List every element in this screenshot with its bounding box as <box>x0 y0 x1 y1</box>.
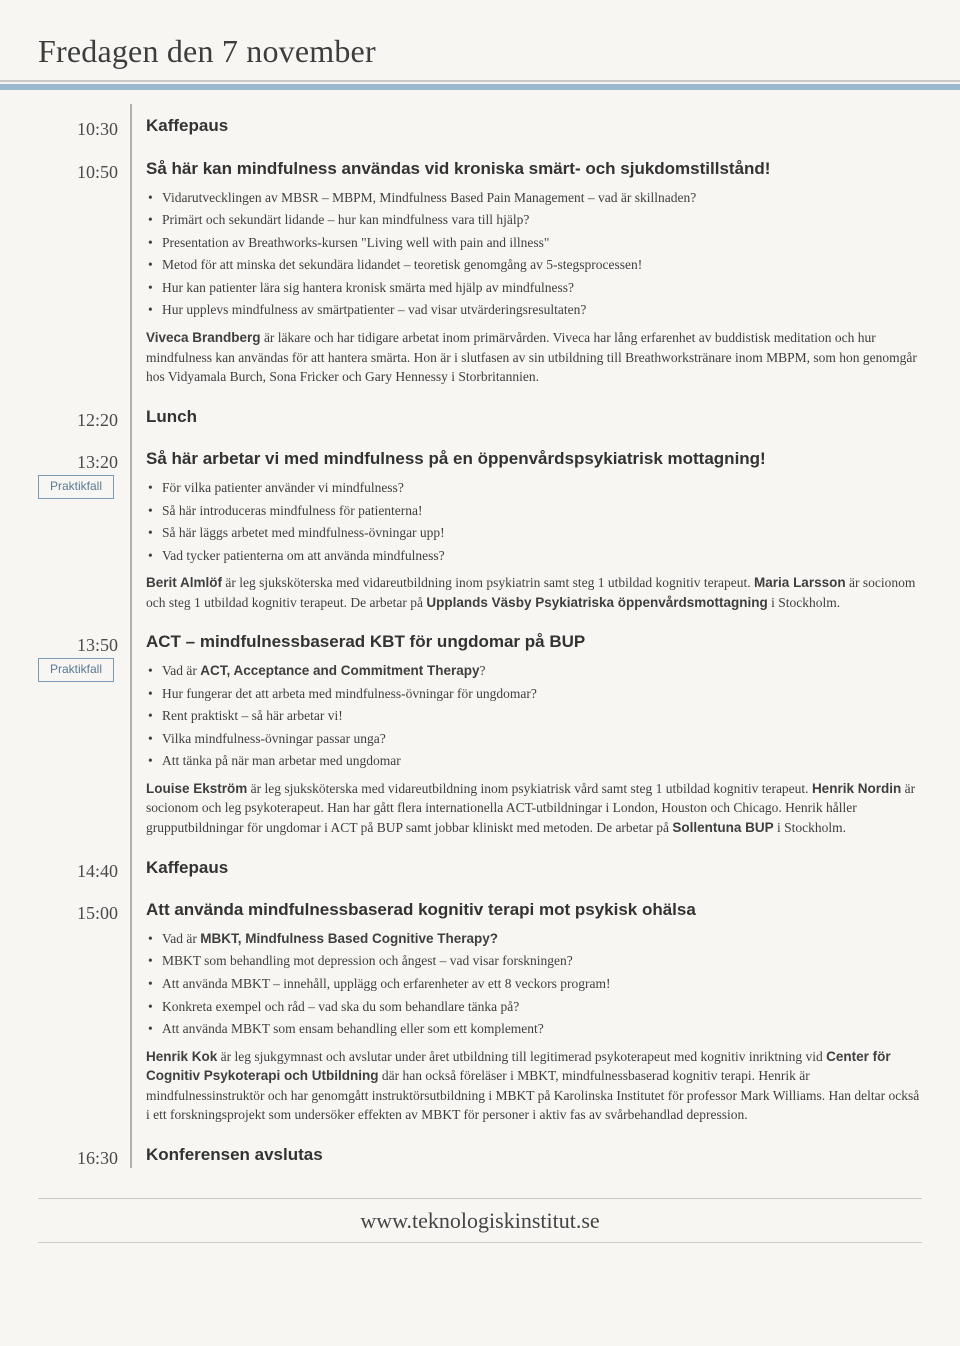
schedule-entry: 15:00Att använda mindfulnessbaserad kogn… <box>146 898 922 1125</box>
entry-description: Henrik Kok är leg sjukgymnast och avslut… <box>146 1047 922 1125</box>
bullet-item: Vad tycker patienterna om att använda mi… <box>146 546 922 566</box>
entry-title: Så här arbetar vi med mindfulness på en … <box>146 447 922 472</box>
entry-title: Konferensen avslutas <box>146 1143 922 1168</box>
entry-time: 16:30 <box>38 1145 118 1171</box>
entry-bullets: Vad är ACT, Acceptance and Commitment Th… <box>146 661 922 771</box>
schedule-timeline: 10:30Kaffepaus10:50Så här kan mindfulnes… <box>38 114 922 1167</box>
bullet-item: Vad är ACT, Acceptance and Commitment Th… <box>146 661 922 681</box>
entry-time: 15:00 <box>38 900 118 926</box>
entry-title: ACT – mindfulnessbaserad KBT för ungdoma… <box>146 630 922 655</box>
entry-description: Berit Almlöf är leg sjuksköterska med vi… <box>146 573 922 612</box>
praktikfall-tag: Praktikfall <box>38 475 114 498</box>
bullet-item: Hur fungerar det att arbeta med mindfuln… <box>146 684 922 704</box>
bullet-item: Rent praktiskt – så här arbetar vi! <box>146 706 922 726</box>
entry-time: 13:50 <box>38 632 118 658</box>
entry-title: Kaffepaus <box>146 114 922 139</box>
entry-time: 13:20 <box>38 449 118 475</box>
schedule-entry: 10:50Så här kan mindfulness användas vid… <box>146 157 922 387</box>
bullet-item: Presentation av Breathworks-kursen "Livi… <box>146 233 922 253</box>
schedule-entry: 12:20Lunch <box>146 405 922 430</box>
schedule-entry: 10:30Kaffepaus <box>146 114 922 139</box>
entry-time: 12:20 <box>38 407 118 433</box>
bullet-item: Så här introduceras mindfulness för pati… <box>146 501 922 521</box>
entry-title: Lunch <box>146 405 922 430</box>
bullet-item: Att använda MBKT – innehåll, upplägg och… <box>146 974 922 994</box>
praktikfall-tag: Praktikfall <box>38 658 114 681</box>
footer-url: www.teknologiskinstitut.se <box>38 1198 922 1244</box>
schedule-entry: 13:20PraktikfallSå här arbetar vi med mi… <box>146 447 922 612</box>
bullet-item: Metod för att minska det sekundära lidan… <box>146 255 922 275</box>
bullet-item: Så här läggs arbetet med mindfulness-övn… <box>146 523 922 543</box>
entry-title: Att använda mindfulnessbaserad kognitiv … <box>146 898 922 923</box>
bullet-item: Vidarutvecklingen av MBSR – MBPM, Mindfu… <box>146 188 922 208</box>
schedule-entry: 13:50PraktikfallACT – mindfulnessbaserad… <box>146 630 922 837</box>
page: Fredagen den 7 november 10:30Kaffepaus10… <box>0 0 960 1273</box>
entry-time: 14:40 <box>38 858 118 884</box>
bullet-item: Hur kan patienter lära sig hantera kroni… <box>146 278 922 298</box>
entry-time: 10:50 <box>38 159 118 185</box>
entry-bullets: Vidarutvecklingen av MBSR – MBPM, Mindfu… <box>146 188 922 320</box>
bullet-item: Hur upplevs mindfulness av smärtpatiente… <box>146 300 922 320</box>
bullet-item: För vilka patienter använder vi mindfuln… <box>146 478 922 498</box>
bullet-item: Primärt och sekundärt lidande – hur kan … <box>146 210 922 230</box>
entry-description: Louise Ekström är leg sjuksköterska med … <box>146 779 922 838</box>
bullet-item: Att tänka på när man arbetar med ungdoma… <box>146 751 922 771</box>
bullet-item: MBKT som behandling mot depression och å… <box>146 951 922 971</box>
entry-title: Kaffepaus <box>146 856 922 881</box>
entry-time: 10:30 <box>38 116 118 142</box>
title-divider <box>0 84 960 90</box>
schedule-entry: 14:40Kaffepaus <box>146 856 922 881</box>
bullet-item: Vad är MBKT, Mindfulness Based Cognitive… <box>146 929 922 949</box>
bullet-item: Att använda MBKT som ensam behandling el… <box>146 1019 922 1039</box>
entry-description: Viveca Brandberg är läkare och har tidig… <box>146 328 922 387</box>
bullet-item: Vilka mindfulness-övningar passar unga? <box>146 729 922 749</box>
entry-bullets: Vad är MBKT, Mindfulness Based Cognitive… <box>146 929 922 1039</box>
bullet-item: Konkreta exempel och råd – vad ska du so… <box>146 997 922 1017</box>
entry-title: Så här kan mindfulness användas vid kron… <box>146 157 922 182</box>
page-title: Fredagen den 7 november <box>38 28 922 74</box>
schedule-entry: 16:30Konferensen avslutas <box>146 1143 922 1168</box>
entry-bullets: För vilka patienter använder vi mindfuln… <box>146 478 922 565</box>
